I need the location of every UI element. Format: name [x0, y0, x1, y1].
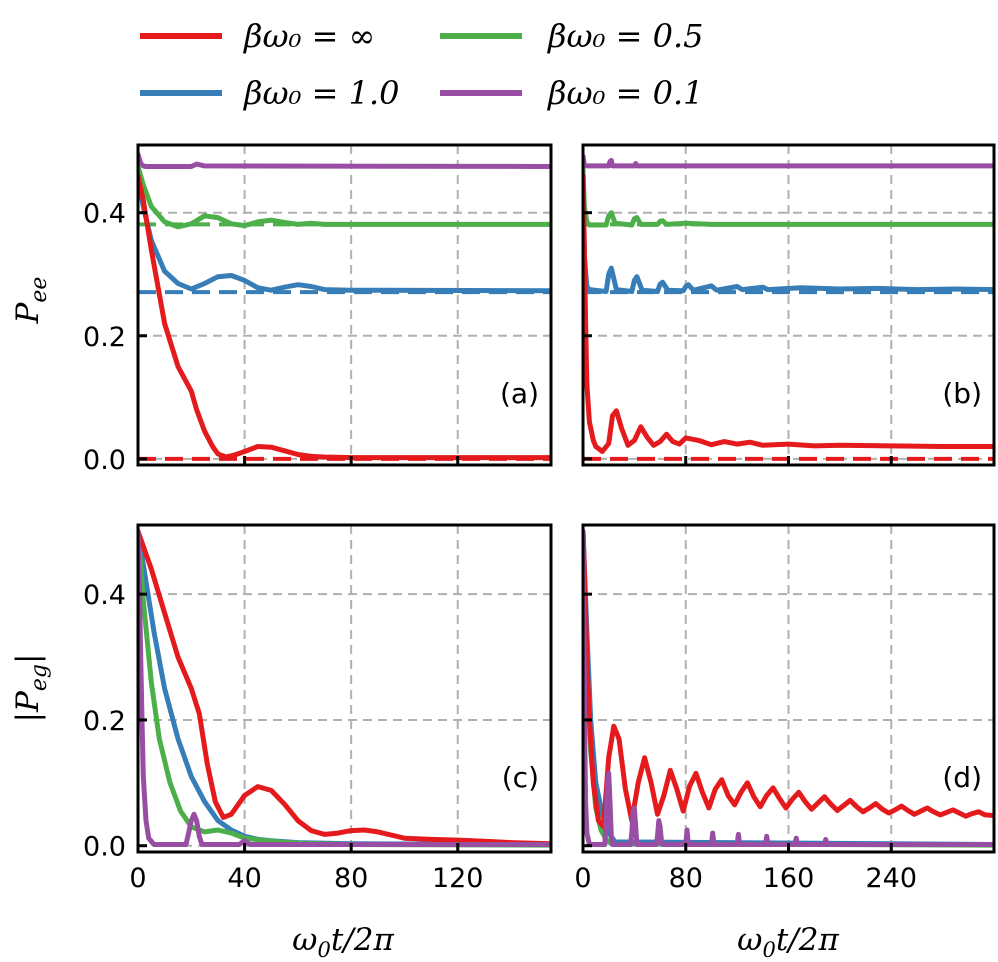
- series-line-inf: [138, 173, 551, 461]
- series-line-b1: [583, 179, 994, 294]
- xtick-label: 80: [334, 863, 368, 894]
- xtick-label: 0: [574, 863, 591, 894]
- xlabel-left: ω0t/2π: [292, 922, 394, 962]
- ytick-label: 0.2: [83, 706, 126, 737]
- series-line-b1: [138, 528, 551, 847]
- ytick-label: 0.0: [83, 445, 126, 476]
- panel-0: 0.0 0.2 0.4 (a): [83, 143, 553, 476]
- series-line-b05: [138, 164, 551, 230]
- legend-label-b1: βω₀ = 1.0: [243, 74, 399, 112]
- series-line-b1: [138, 176, 551, 294]
- series-line-b05: [583, 167, 994, 228]
- ytick-label: 0.2: [83, 322, 126, 353]
- series-line-inf: [138, 528, 551, 847]
- xtick-label: 240: [865, 863, 917, 894]
- ytick-label: 0.4: [83, 580, 126, 611]
- axes-frame: [136, 143, 553, 467]
- ytick-label: 0.4: [83, 199, 126, 230]
- legend: βω₀ = ∞ βω₀ = 0.5 βω₀ = 1.0 βω₀ = 0.1: [140, 17, 703, 112]
- ylabel-bottom: |Peg|: [10, 654, 52, 723]
- series-line-b01: [583, 528, 994, 847]
- xtick-label: 160: [763, 863, 815, 894]
- panel-1: (b): [581, 143, 996, 467]
- series-line-b01: [583, 153, 994, 169]
- series-line-b01: [138, 151, 551, 169]
- ylabel-top: Pee: [10, 277, 52, 325]
- legend-label-inf: βω₀ = ∞: [243, 17, 375, 55]
- series-line-inf: [583, 173, 994, 454]
- panel-3: 0 80 160 240 (d): [574, 523, 996, 894]
- panels: 0.0 0.2 0.4 (a) (b) 0.0 0.2 0.4 0 40 80 120 (c) 0 80 16…: [83, 143, 996, 894]
- xtick-label: 0: [129, 863, 146, 894]
- panel-label: (b): [942, 377, 982, 410]
- ytick-label: 0.0: [83, 832, 126, 863]
- axes-frame: [136, 523, 553, 854]
- series-line-inf: [583, 528, 994, 830]
- panel-label: (c): [502, 761, 539, 794]
- xtick-label: 40: [227, 863, 261, 894]
- xtick-label: 80: [669, 863, 703, 894]
- xlabel-right: ω0t/2π: [737, 922, 839, 962]
- panel-2: 0.0 0.2 0.4 0 40 80 120 (c): [83, 523, 553, 894]
- xtick-label: 120: [432, 863, 484, 894]
- panel-label: (a): [500, 377, 539, 410]
- panel-label: (d): [942, 761, 982, 794]
- legend-label-b01: βω₀ = 0.1: [547, 74, 703, 112]
- legend-label-b05: βω₀ = 0.5: [547, 17, 703, 55]
